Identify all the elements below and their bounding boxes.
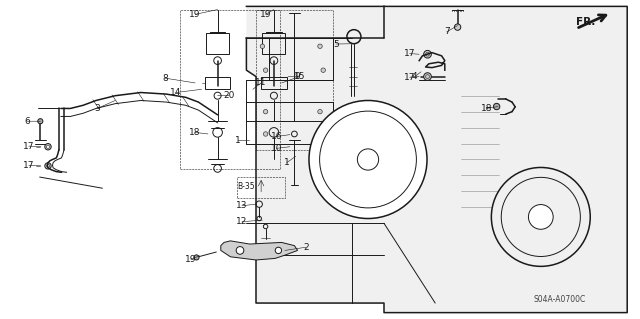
Text: 17: 17: [404, 49, 415, 58]
Circle shape: [492, 167, 590, 266]
Circle shape: [318, 109, 322, 114]
Text: 3: 3: [95, 104, 100, 113]
Text: 17: 17: [404, 73, 415, 82]
Circle shape: [45, 163, 51, 169]
Circle shape: [236, 247, 244, 254]
Text: 1: 1: [236, 136, 241, 145]
Circle shape: [424, 50, 431, 58]
Text: 6: 6: [24, 117, 29, 126]
Circle shape: [424, 73, 431, 80]
Text: FR.: FR.: [576, 17, 595, 27]
Text: 9: 9: [295, 72, 300, 81]
Circle shape: [47, 145, 49, 148]
Text: 11: 11: [255, 78, 267, 87]
Bar: [261, 77, 287, 89]
Circle shape: [264, 68, 268, 72]
Circle shape: [321, 68, 325, 72]
Text: S04A-A0700C: S04A-A0700C: [534, 295, 586, 304]
Circle shape: [309, 100, 427, 219]
Circle shape: [47, 164, 49, 167]
Text: 5: 5: [333, 40, 339, 48]
Circle shape: [501, 177, 580, 256]
Text: 4: 4: [412, 72, 417, 81]
Bar: [180, 10, 280, 169]
Text: 18: 18: [189, 128, 201, 137]
Bar: [262, 33, 285, 54]
Text: 17: 17: [23, 142, 35, 151]
Text: 1: 1: [284, 158, 289, 167]
Text: 20: 20: [223, 91, 235, 100]
Bar: [256, 10, 333, 150]
Circle shape: [194, 255, 199, 260]
Circle shape: [264, 132, 268, 136]
Bar: [205, 77, 230, 89]
Text: 13: 13: [236, 201, 248, 210]
Circle shape: [275, 247, 282, 254]
Text: 2: 2: [303, 243, 308, 252]
Circle shape: [38, 119, 43, 124]
Polygon shape: [246, 6, 627, 313]
Text: 19: 19: [260, 10, 271, 19]
Text: 14: 14: [170, 88, 182, 97]
Text: 18: 18: [481, 104, 492, 113]
Circle shape: [529, 204, 553, 229]
Circle shape: [260, 44, 264, 48]
Text: 12: 12: [236, 217, 248, 226]
Circle shape: [45, 144, 51, 150]
Circle shape: [493, 103, 500, 110]
Circle shape: [318, 44, 322, 48]
Circle shape: [454, 24, 461, 30]
Text: 17: 17: [23, 161, 35, 170]
Polygon shape: [221, 241, 298, 260]
Bar: [237, 177, 285, 198]
Text: 19: 19: [185, 255, 196, 263]
Text: 19: 19: [189, 10, 201, 19]
Bar: [206, 33, 229, 54]
Circle shape: [357, 149, 379, 170]
Circle shape: [264, 109, 268, 114]
Text: 16: 16: [271, 132, 282, 141]
Text: B-35: B-35: [237, 182, 255, 191]
Text: 10: 10: [271, 144, 282, 153]
Text: 15: 15: [294, 72, 305, 81]
Text: 7: 7: [444, 27, 449, 36]
Circle shape: [319, 111, 417, 208]
Text: 8: 8: [163, 74, 168, 83]
